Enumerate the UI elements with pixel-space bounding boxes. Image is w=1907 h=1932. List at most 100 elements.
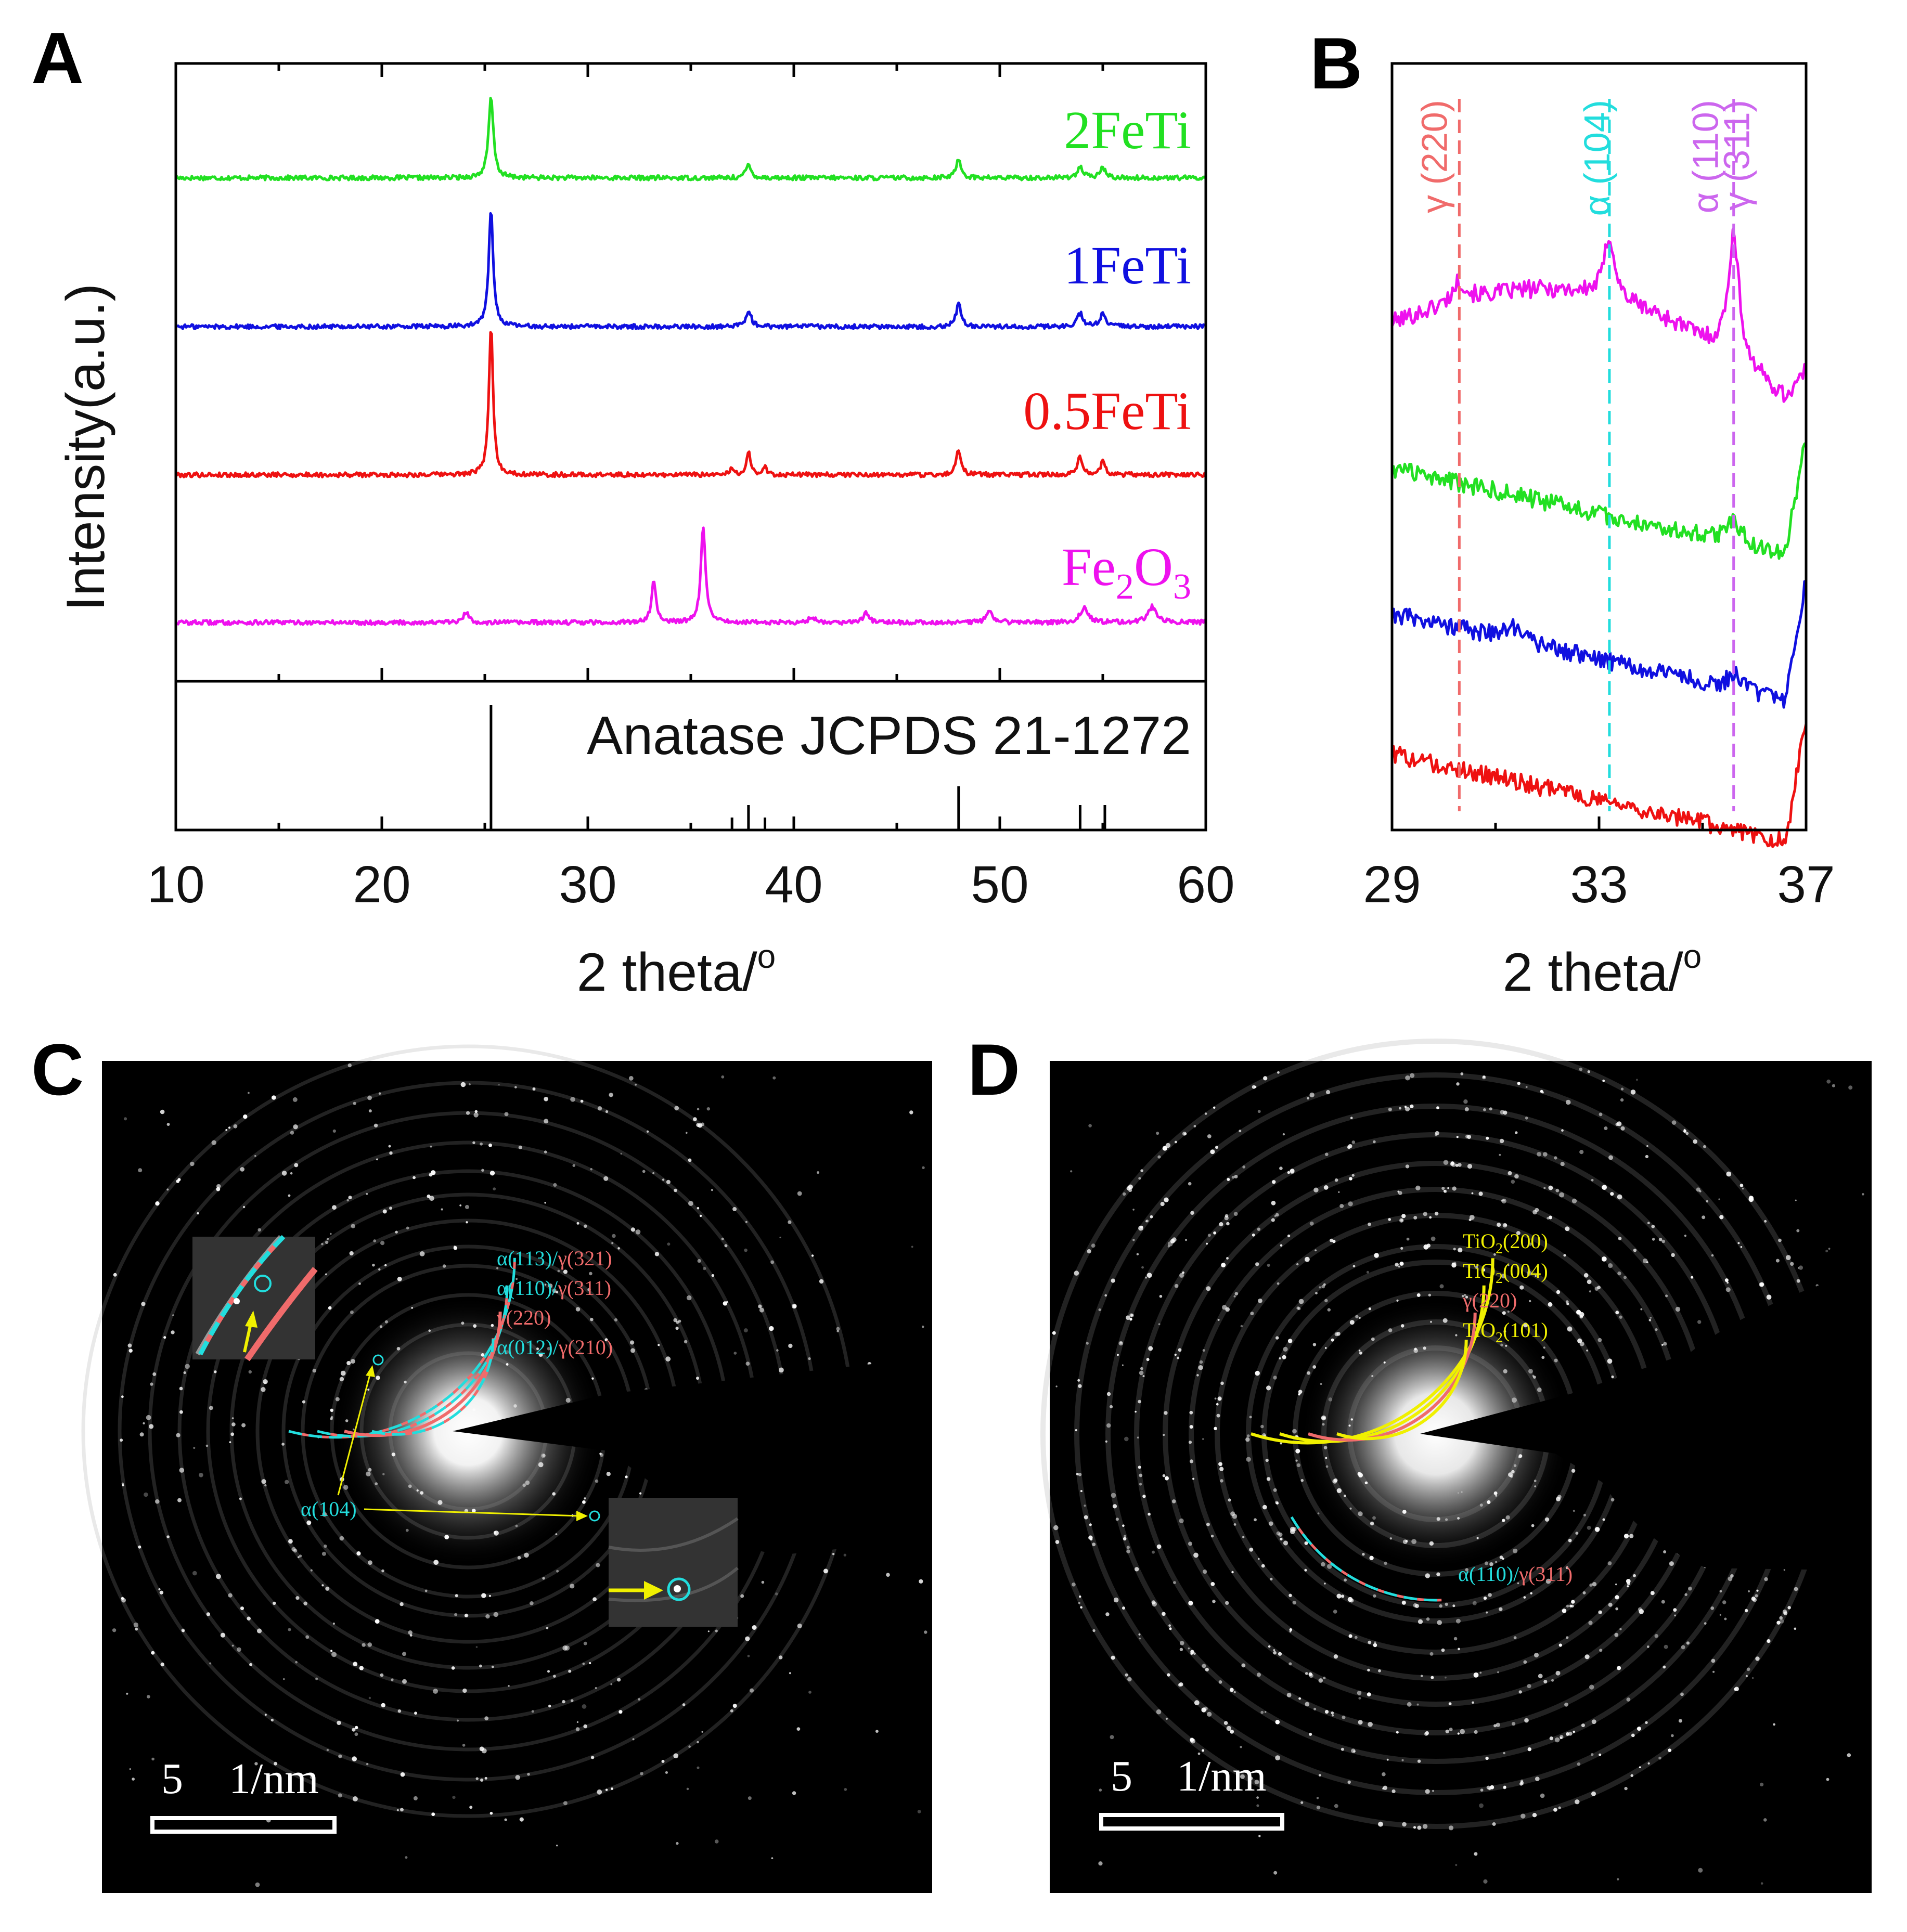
diffraction-spot	[1452, 1604, 1455, 1607]
diffraction-spot	[1501, 1274, 1506, 1278]
diffraction-spot	[1608, 1263, 1613, 1268]
diffraction-spot	[1543, 1187, 1546, 1189]
diffraction-spot	[1579, 1312, 1584, 1317]
diffraction-spot	[1374, 1641, 1376, 1644]
background-spot	[288, 1194, 291, 1197]
diffraction-spot	[1229, 1688, 1234, 1692]
panel-a: A 2FeTi 1FeTi 0.5FeTi Fe2O3 Anatase JCPDS 2…	[31, 17, 1235, 1003]
diffraction-spot	[688, 1745, 691, 1748]
x-tick-label: 40	[765, 855, 822, 914]
diffraction-spot	[544, 1119, 549, 1124]
background-spot	[1697, 1320, 1702, 1324]
diffraction-spot	[1602, 1518, 1605, 1521]
diffraction-spot	[1233, 1523, 1236, 1526]
background-spot	[1503, 1369, 1507, 1373]
background-spot	[1358, 1697, 1361, 1700]
diffraction-spot	[1157, 1155, 1161, 1159]
background-spot	[1156, 1132, 1159, 1135]
panel-b-plot-area: γ (220) α (104) α (110)γ (311)	[1390, 99, 1808, 848]
diffraction-spot	[1486, 1136, 1489, 1140]
diffraction-spot	[1278, 1532, 1283, 1537]
beam-stop-c	[453, 1357, 931, 1555]
diffraction-spot	[1378, 1821, 1383, 1827]
diffraction-spot	[674, 1106, 679, 1111]
diffraction-spot	[1601, 1256, 1607, 1262]
diffraction-spot	[460, 1082, 466, 1087]
diffraction-spot	[375, 1619, 380, 1624]
background-spot	[1455, 1334, 1458, 1337]
ring-label-d-lower-alpha: α(110)/	[1458, 1562, 1519, 1586]
diffraction-spot	[1517, 1082, 1521, 1085]
diffraction-spot	[1275, 1720, 1280, 1724]
diffraction-spot	[1555, 1188, 1560, 1192]
diffraction-spot	[1571, 1604, 1574, 1607]
panel-a-x-axis-label-degree: o	[757, 938, 776, 975]
inset-upper-spot	[234, 1298, 240, 1304]
diffraction-spot	[1188, 1647, 1190, 1650]
diffraction-spot	[1458, 1648, 1460, 1651]
background-spot	[1847, 1753, 1851, 1757]
diffraction-spot	[1364, 1481, 1368, 1485]
diffraction-spot	[1472, 1701, 1474, 1704]
diffraction-spot	[1324, 1347, 1327, 1349]
diffraction-spot	[1413, 1826, 1416, 1829]
diffraction-spot	[158, 1588, 161, 1591]
background-spot	[921, 1325, 924, 1328]
diffraction-spot	[281, 1443, 285, 1446]
alpha-104-label: α(104)	[301, 1497, 357, 1521]
background-spot	[1334, 1804, 1338, 1808]
diffraction-spot	[1579, 1067, 1583, 1071]
diffraction-spot	[185, 1364, 190, 1369]
diffraction-spot	[351, 1224, 355, 1228]
diffraction-spot	[548, 1283, 553, 1288]
background-spot	[505, 1350, 509, 1354]
diffraction-spot	[570, 1097, 575, 1102]
diffraction-spot	[1105, 1440, 1107, 1443]
diffraction-spot	[1257, 1227, 1260, 1231]
diffraction-spot	[597, 1106, 602, 1111]
diffraction-spot	[1292, 1601, 1296, 1605]
diffraction-spot	[1475, 1265, 1478, 1269]
background-spot	[1748, 1590, 1750, 1592]
diffraction-spot	[1571, 1198, 1577, 1203]
diffraction-spot	[1323, 1283, 1326, 1286]
background-spot	[1760, 1782, 1764, 1786]
diffraction-spot	[352, 1728, 356, 1732]
diffraction-spot	[261, 1479, 266, 1484]
diffraction-spot	[1323, 1676, 1326, 1680]
ring-label-d-3-pre: γ(220)	[1462, 1289, 1517, 1312]
diffraction-spot	[1402, 1822, 1407, 1827]
diffraction-spot	[1179, 1273, 1184, 1278]
diffraction-spot	[1273, 1651, 1277, 1655]
diffraction-spot	[1339, 1203, 1344, 1208]
diffraction-spot	[1324, 1710, 1329, 1714]
background-spot	[747, 1654, 750, 1657]
background-spot	[516, 1278, 518, 1280]
diffraction-spot	[1319, 1286, 1321, 1289]
diffraction-spot	[479, 1746, 484, 1752]
panel-b-x-axis-label-degree: o	[1683, 938, 1702, 975]
diffraction-spot	[1249, 1777, 1253, 1780]
diffraction-spot	[179, 1468, 185, 1473]
diffraction-spot	[1286, 1693, 1292, 1697]
diffraction-spot	[1527, 1270, 1532, 1276]
diffraction-spot	[1231, 1571, 1234, 1574]
background-spot	[1406, 1237, 1410, 1241]
diffraction-spot	[1519, 1285, 1524, 1290]
diffraction-spot	[416, 1489, 419, 1492]
background-spot	[1431, 1236, 1436, 1241]
diffraction-spot	[770, 1260, 775, 1264]
diffraction-spot	[563, 1801, 568, 1806]
background-spot	[126, 1692, 128, 1695]
background-spot	[1256, 1796, 1259, 1799]
diffraction-spot	[1271, 1218, 1275, 1222]
diffraction-spot	[1484, 1561, 1489, 1565]
diffraction-spot	[597, 1789, 602, 1795]
diffraction-spot	[1263, 1076, 1268, 1081]
diffraction-spot	[1476, 1537, 1479, 1539]
diffraction-spot	[745, 1362, 750, 1366]
diffraction-spot	[1566, 1604, 1569, 1607]
diffraction-spot	[273, 1601, 276, 1605]
diffraction-spot	[1322, 1423, 1325, 1426]
diffraction-spot	[1464, 1107, 1469, 1111]
